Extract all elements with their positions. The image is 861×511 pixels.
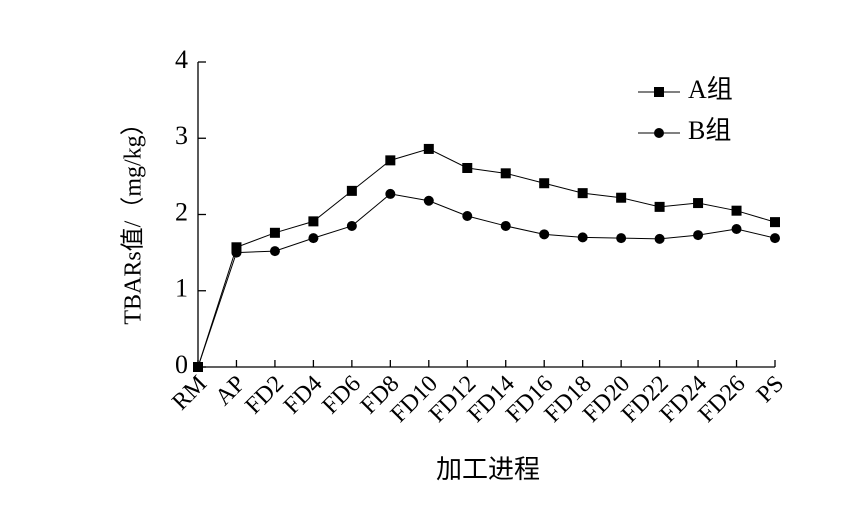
legend-label: B组 [688, 116, 731, 145]
data-point [770, 217, 780, 228]
x-axis-label: 加工进程 [436, 455, 540, 484]
data-point [346, 185, 357, 196]
data-point [269, 246, 280, 257]
data-point [500, 168, 511, 179]
x-tick-label: FD2 [240, 371, 289, 420]
data-point [462, 162, 473, 173]
data-point [539, 178, 550, 189]
data-point [500, 220, 511, 231]
data-point [231, 242, 242, 253]
data-point [731, 223, 742, 234]
y-tick-label: 4 [175, 45, 188, 74]
x-tick-label: FD4 [279, 371, 328, 420]
data-point [231, 247, 242, 258]
legend-marker [654, 87, 664, 97]
data-point [269, 227, 280, 238]
series-line [197, 148, 776, 368]
legend-label: A组 [688, 75, 733, 104]
data-point [462, 211, 473, 222]
data-point [577, 188, 588, 199]
data-point [385, 155, 396, 166]
data-point [346, 220, 357, 231]
data-point [616, 192, 627, 203]
y-tick-label: 0 [175, 350, 188, 379]
y-tick-label: 1 [175, 274, 188, 303]
series-line [197, 193, 776, 368]
data-point [577, 232, 588, 243]
data-point [654, 201, 665, 212]
data-point [770, 233, 780, 244]
legend-marker [654, 128, 664, 138]
data-point [385, 188, 396, 199]
data-point [616, 233, 627, 244]
data-point [731, 205, 742, 216]
data-point [654, 233, 665, 244]
data-point [423, 195, 434, 206]
data-point [423, 143, 434, 154]
y-tick-label: 3 [175, 121, 188, 150]
data-point [193, 362, 203, 372]
data-point [693, 230, 704, 241]
x-tick-label: PS [752, 371, 789, 408]
data-point [693, 198, 704, 209]
x-tick-label: FD6 [317, 371, 366, 420]
data-point [539, 229, 550, 240]
data-point [308, 216, 319, 227]
y-tick-label: 2 [175, 197, 188, 226]
data-point [308, 233, 319, 244]
y-axis-label: TBARs值/（mg/kg） [120, 111, 147, 324]
